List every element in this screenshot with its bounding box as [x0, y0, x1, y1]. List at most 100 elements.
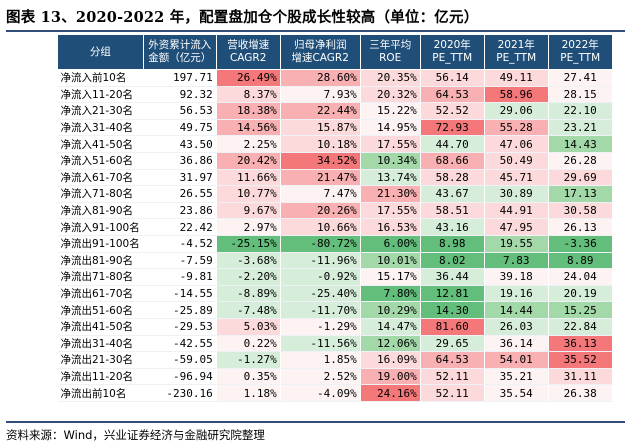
value-cell: 2.52% — [280, 368, 361, 386]
value-cell: 26.03 — [484, 318, 549, 336]
column-header-line1: 2022年 — [561, 39, 599, 51]
value-cell: 23.86 — [143, 202, 217, 220]
column-header-line2: 增速CAGR2 — [291, 52, 349, 64]
value-cell: 28.60% — [280, 69, 361, 87]
value-cell: 49.75 — [143, 119, 217, 137]
value-cell: 14.95% — [360, 119, 421, 137]
value-cell: 22.10 — [548, 102, 613, 120]
value-cell: -3.36 — [548, 235, 613, 253]
value-cell: -96.94 — [143, 368, 217, 386]
group-name-cell: 净流出31-40名 — [57, 335, 144, 353]
value-cell: 28.15 — [548, 86, 613, 104]
value-cell: 52.11 — [420, 368, 485, 386]
value-cell: 56.53 — [143, 102, 217, 120]
value-cell: -2.20% — [216, 268, 281, 286]
table-row: 净流出51-60名 -25.89 -7.48% -11.70% 10.29% 14.30 1… — [57, 301, 613, 319]
value-cell: 8.02 — [420, 252, 485, 270]
value-cell: 10.77% — [216, 185, 281, 203]
value-cell: -25.40% — [280, 285, 361, 303]
column-header-line1: 2020年 — [433, 39, 471, 51]
value-cell: 7.83 — [484, 252, 549, 270]
value-cell: -25.15% — [216, 235, 281, 253]
value-cell: 2.25% — [216, 135, 281, 153]
value-cell: 12.06% — [360, 335, 421, 353]
value-cell: -1.29% — [280, 318, 361, 336]
column-header-line1: 外资累计流入 — [148, 39, 212, 51]
value-cell: 7.80% — [360, 285, 421, 303]
value-cell: 16.53% — [360, 218, 421, 236]
top-rule — [6, 30, 625, 32]
table-row: 净流入11-20名 92.32 8.37% 7.93% 20.32% 64.53 58.96… — [57, 86, 613, 104]
value-cell: 30.89 — [484, 185, 549, 203]
value-cell: 22.42 — [143, 218, 217, 236]
value-cell: 39.18 — [484, 268, 549, 286]
value-cell: 43.16 — [420, 218, 485, 236]
value-cell: 13.74% — [360, 169, 421, 187]
value-cell: 81.60 — [420, 318, 485, 336]
value-cell: -8.89% — [216, 285, 281, 303]
column-header-line1: 营收增速 — [227, 39, 270, 51]
table-body: 净流入前10名 197.71 26.49% 28.60% 20.35% 56.14 49.1… — [57, 69, 613, 402]
value-cell: 35.54 — [484, 384, 549, 402]
column-header-line2: ROE — [379, 52, 402, 64]
value-cell: 22.84 — [548, 318, 613, 336]
value-cell: 17.13 — [548, 185, 613, 203]
value-cell: 10.01% — [360, 252, 421, 270]
group-name-cell: 净流出11-20名 — [57, 368, 144, 386]
value-cell: -7.59 — [143, 252, 217, 270]
value-cell: 20.19 — [548, 285, 613, 303]
value-cell: 14.43 — [548, 135, 613, 153]
value-cell: 36.44 — [420, 268, 485, 286]
value-cell: -4.52 — [143, 235, 217, 253]
value-cell: 1.85% — [280, 351, 361, 369]
value-cell: 58.96 — [484, 86, 549, 104]
table-row: 净流入41-50名 43.50 2.25% 10.18% 17.55% 44.70 47.0… — [57, 135, 613, 153]
column-header-line2: PE_TTM — [560, 52, 601, 64]
value-cell: 12.81 — [420, 285, 485, 303]
header-row: 分组 外资累计流入 金额（亿元） 营收增速 CAGR2 归母净利润 增速CAGR2 三年平均 R… — [57, 34, 613, 70]
value-cell: -80.72% — [280, 235, 361, 253]
table-row: 净流入81-90名 23.86 9.67% 20.26% 17.55% 58.51 44.9… — [57, 202, 613, 220]
value-cell: 29.06 — [484, 102, 549, 120]
value-cell: 23.21 — [548, 119, 613, 137]
group-name-cell: 净流出前10名 — [57, 384, 144, 402]
column-header-1: 外资累计流入 金额（亿元） — [142, 34, 217, 70]
column-header-line1: 归母净利润 — [293, 39, 347, 51]
value-cell: 10.34% — [360, 152, 421, 170]
column-header-line2: CAGR2 — [229, 52, 267, 64]
value-cell: 197.71 — [143, 69, 217, 87]
value-cell: 8.98 — [420, 235, 485, 253]
group-name-cell: 净流入前10名 — [57, 69, 144, 87]
value-cell: 17.55% — [360, 135, 421, 153]
value-cell: 52.11 — [420, 384, 485, 402]
group-name-cell: 净流入11-20名 — [57, 86, 144, 104]
column-header-2: 营收增速 CAGR2 — [215, 34, 281, 70]
value-cell: 26.38 — [548, 384, 613, 402]
value-cell: 36.13 — [548, 335, 613, 353]
value-cell: 36.86 — [143, 152, 217, 170]
table-row: 净流出11-20名 -96.94 0.35% 2.52% 19.00% 52.11 35.2… — [57, 368, 613, 386]
value-cell: 17.55% — [360, 202, 421, 220]
value-cell: -29.53 — [143, 318, 217, 336]
value-cell: 14.56% — [216, 119, 281, 137]
table-row: 净流入21-30名 56.53 18.38% 22.44% 15.22% 52.52 29.… — [57, 102, 613, 120]
table-row: 净流入51-60名 36.86 20.42% 34.52% 10.34% 68.66 50.… — [57, 152, 613, 170]
value-cell: 24.04 — [548, 268, 613, 286]
value-cell: 35.52 — [548, 351, 613, 369]
column-header-line1: 三年平均 — [369, 39, 412, 51]
value-cell: 49.11 — [484, 69, 549, 87]
figure-title: 图表 13、2020-2022 年，配置盘加仓个股成长性较高（单位：亿元） — [6, 9, 479, 26]
value-cell: 50.49 — [484, 152, 549, 170]
value-cell: -7.48% — [216, 301, 281, 319]
value-cell: 27.41 — [548, 69, 613, 87]
value-cell: 14.30 — [420, 301, 485, 319]
value-cell: 29.65 — [420, 335, 485, 353]
value-cell: 6.00% — [360, 235, 421, 253]
value-cell: 31.11 — [548, 368, 613, 386]
value-cell: 43.67 — [420, 185, 485, 203]
table-row: 净流出81-90名 -7.59 -3.68% -11.96% 10.01% 8.02 7.8… — [57, 252, 613, 270]
column-header-4: 三年平均 ROE — [359, 34, 421, 70]
table-row: 净流出61-70名 -14.55 -8.89% -25.40% 7.80% 12.81 19… — [57, 285, 613, 303]
value-cell: 15.22% — [360, 102, 421, 120]
table-row: 净流入前10名 197.71 26.49% 28.60% 20.35% 56.14 49.1… — [57, 69, 613, 87]
